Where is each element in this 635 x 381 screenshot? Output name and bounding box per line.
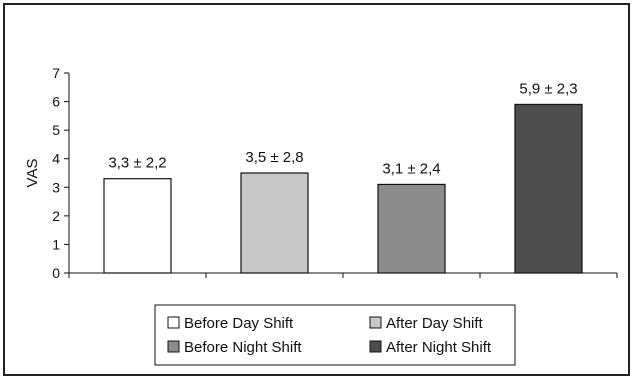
y-axis-label: VAS xyxy=(24,159,41,188)
y-tick-label: 1 xyxy=(52,236,60,252)
legend: Before Day Shift After Day Shift Before Ni… xyxy=(154,304,516,366)
data-label: 3,1 ± 2,4 xyxy=(382,160,440,177)
bar xyxy=(103,178,172,274)
legend-label: After Night Shift xyxy=(386,339,492,356)
legend-swatch xyxy=(369,316,382,329)
y-tick-label: 0 xyxy=(52,265,60,281)
data-label: 5,9 ± 2,3 xyxy=(519,80,577,97)
data-label: 3,3 ± 2,2 xyxy=(108,155,166,172)
legend-box xyxy=(154,304,516,366)
legend-label: Before Day Shift xyxy=(184,315,294,332)
data-label: 3,5 ± 2,8 xyxy=(245,149,303,166)
legend-swatch xyxy=(167,316,180,329)
y-tick-label: 7 xyxy=(52,65,60,81)
y-tick-label: 6 xyxy=(52,94,60,110)
bar xyxy=(377,183,446,274)
y-tick-label: 2 xyxy=(52,208,60,224)
bar xyxy=(514,103,583,274)
y-tick-label: 5 xyxy=(52,122,60,138)
y-tick-label: 3 xyxy=(52,179,60,195)
legend-swatch xyxy=(369,340,382,353)
bar xyxy=(240,172,309,274)
legend-swatch xyxy=(167,340,180,353)
y-tick-label: 4 xyxy=(52,151,60,167)
legend-label: Before Night Shift xyxy=(184,339,302,356)
legend-label: After Day Shift xyxy=(386,315,484,332)
